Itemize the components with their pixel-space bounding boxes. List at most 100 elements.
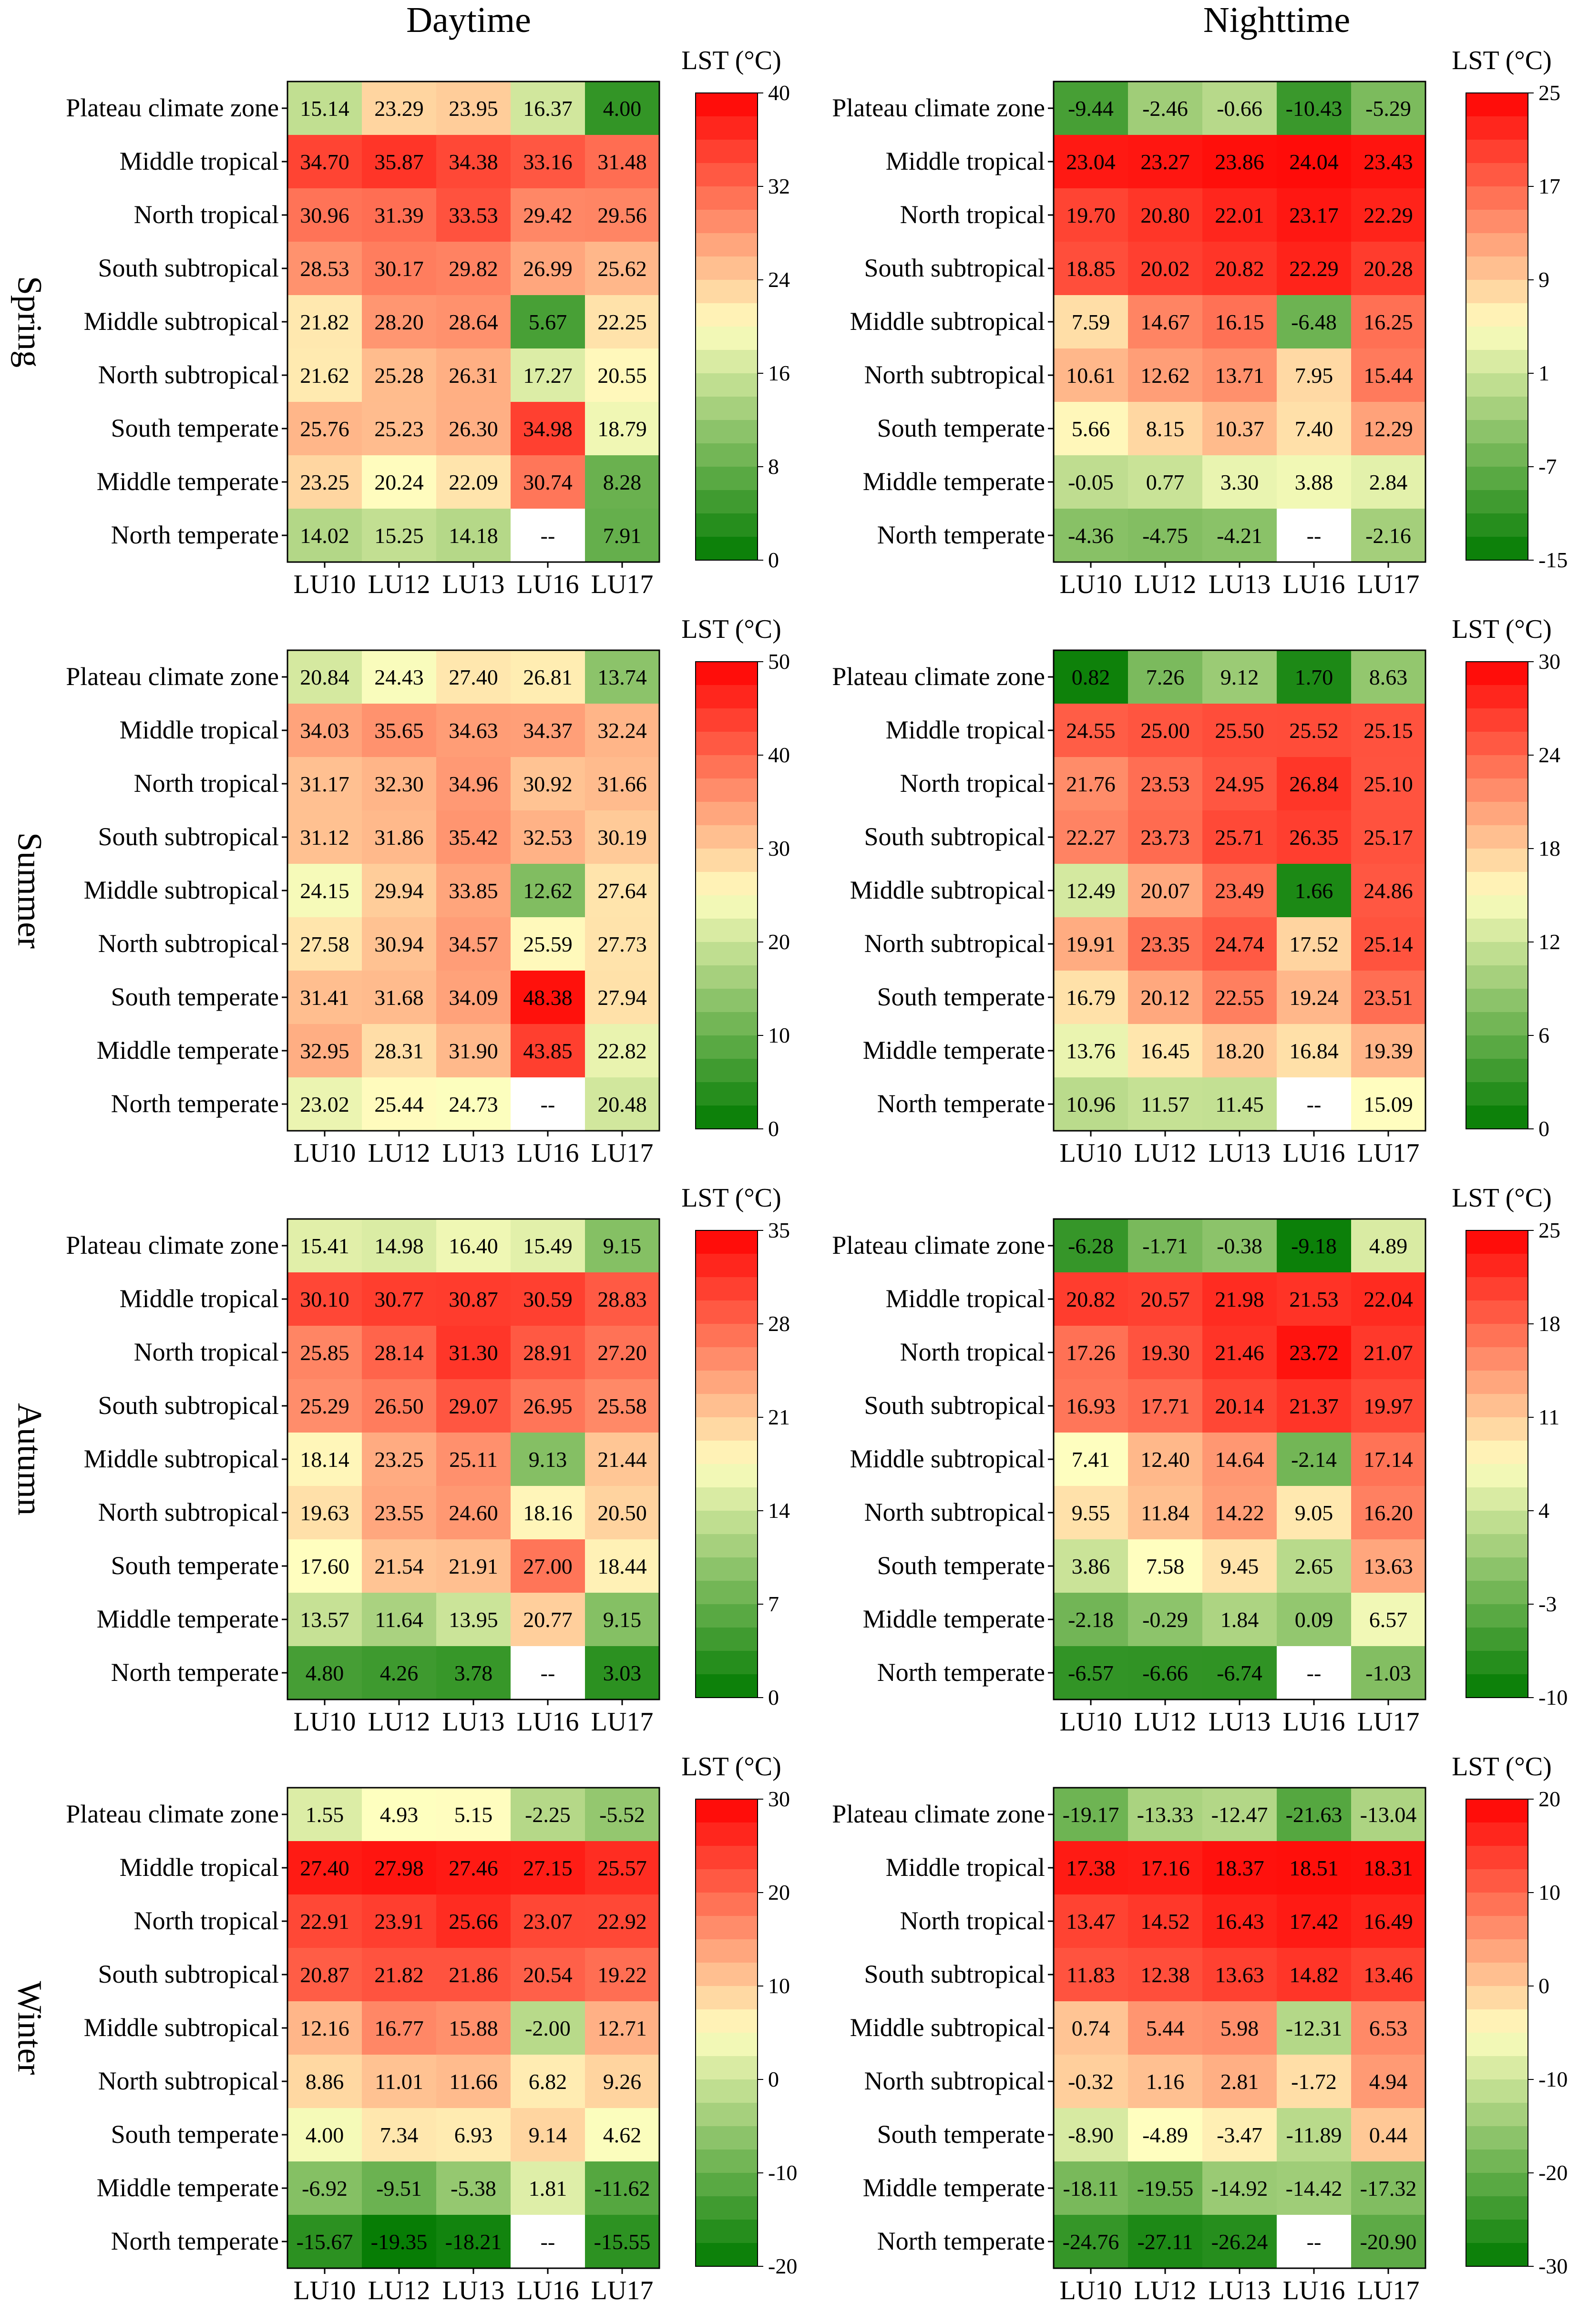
colorbar-segment (696, 1799, 758, 1823)
cell-value: -5.52 (599, 1802, 645, 1827)
heatmap-cell (1202, 509, 1277, 562)
cell-value: 15.44 (1363, 363, 1413, 388)
colorbar-segment (696, 1347, 758, 1371)
cell-value: 17.42 (1289, 1909, 1339, 1934)
cell-value: -- (541, 1092, 555, 1116)
colorbar-tick-label: 1 (1538, 361, 1549, 385)
cell-value: 0.09 (1295, 1607, 1333, 1632)
cell-value: 25.17 (1363, 825, 1413, 850)
cell-value: 27.00 (523, 1554, 573, 1578)
colorbar-segment (696, 186, 758, 210)
cell-value: -2.18 (1068, 1607, 1114, 1632)
colorbar-segment (696, 2033, 758, 2057)
autumn-nighttime-panel: -6.28 -1.71 -0.38 -9.18 4.89 20.82 20.57 21.98 2… (832, 1183, 1568, 1737)
heatmap-cell (1054, 1486, 1128, 1539)
heatmap-cell (1054, 1646, 1128, 1699)
heatmap-cell (362, 1433, 436, 1486)
heatmap-cell (1054, 650, 1128, 704)
cell-value: -11.89 (1286, 2123, 1342, 2147)
heatmap-cell (511, 757, 585, 810)
heatmap-cell (511, 1841, 585, 1894)
heatmap-cell (287, 1219, 362, 1272)
heatmap-cell (1351, 2108, 1425, 2161)
colorbar-segment (696, 2103, 758, 2127)
row-label-north-subtropical: North subtropical (864, 1498, 1045, 1526)
cell-value: 24.95 (1215, 772, 1264, 796)
colorbar-segment (696, 1300, 758, 1324)
heatmap-cell (511, 917, 585, 971)
heatmap-cell (1351, 864, 1425, 917)
heatmap-cell (362, 242, 436, 295)
heatmap-cell (1128, 2108, 1202, 2161)
cell-value: 27.98 (374, 1856, 424, 1880)
heatmap-cell (1202, 1948, 1277, 2001)
colorbar-segment (1466, 1324, 1528, 1348)
cell-value: 28.31 (374, 1039, 424, 1063)
heatmap-cell (1054, 1219, 1128, 1272)
row-label-middle-subtropical: Middle subtropical (850, 1444, 1045, 1473)
heatmap-cell (436, 1272, 511, 1326)
colorbar-segment (696, 490, 758, 514)
row-label-north-subtropical: North subtropical (98, 929, 279, 958)
cell-value: -6.57 (1068, 1661, 1114, 1685)
cell-value: 6.93 (454, 2123, 493, 2147)
heatmap-cell (1054, 1539, 1128, 1593)
heatmap-cell (1202, 1486, 1277, 1539)
heatmap-cell (436, 1894, 511, 1948)
heatmap-cell (1277, 2161, 1351, 2215)
cell-value: 28.83 (597, 1287, 647, 1311)
cell-value: 4.80 (306, 1661, 344, 1685)
cell-value: 20.87 (300, 1963, 349, 1987)
cell-value: -- (1307, 1092, 1322, 1116)
row-label-south-subtropical: South subtropical (98, 254, 279, 282)
heatmap-cell (1128, 704, 1202, 757)
colorbar-segment (1466, 755, 1528, 779)
colorbar-segment (696, 1254, 758, 1278)
row-label-middle-temperate: Middle temperate (97, 1605, 279, 1633)
colorbar-segment (696, 1869, 758, 1893)
heatmap-cell (1054, 455, 1128, 509)
heatmap-cell (511, 2215, 585, 2268)
cell-value: 7.91 (603, 523, 642, 548)
cell-value: -15.55 (594, 2230, 651, 2254)
heatmap-cell (511, 971, 585, 1024)
colorbar-segment (1466, 1277, 1528, 1301)
colorbar-segment (1466, 93, 1528, 117)
cell-value: 13.76 (1066, 1039, 1116, 1063)
colorbar-segment (696, 849, 758, 872)
colorbar-segment (696, 233, 758, 257)
heatmap-cell (1277, 650, 1351, 704)
row-label-south-temperate: South temperate (111, 414, 279, 442)
heatmap-cell (1351, 188, 1425, 242)
cell-value: 27.15 (523, 1856, 573, 1880)
cell-value: 18.20 (1215, 1039, 1264, 1063)
row-label-plateau-climate-zone: Plateau climate zone (832, 93, 1045, 122)
cell-value: 9.12 (1220, 665, 1259, 689)
heatmap-cell (511, 402, 585, 455)
heatmap-cell (1128, 1326, 1202, 1379)
cell-value: 20.12 (1140, 985, 1190, 1010)
heatmap-cell (362, 1077, 436, 1131)
heatmap-cell (1054, 2108, 1128, 2161)
heatmap-cell (511, 1593, 585, 1646)
cell-value: -2.25 (525, 1802, 571, 1827)
cell-value: 29.42 (523, 203, 573, 227)
cell-value: -- (541, 2230, 555, 2254)
cell-value: 28.91 (523, 1341, 573, 1365)
heatmap-cell (362, 1788, 436, 1841)
colorbar-segment (1466, 1581, 1528, 1605)
cell-value: 25.00 (1140, 718, 1190, 743)
heatmap-cell (1054, 348, 1128, 402)
colorbar-segment (696, 1581, 758, 1605)
cell-value: 30.94 (374, 932, 424, 956)
colorbar-segment (1466, 1986, 1528, 2010)
cell-value: -6.74 (1217, 1661, 1262, 1685)
cell-value: 29.56 (597, 203, 647, 227)
cell-value: 24.60 (449, 1501, 498, 1525)
heatmap-cell (1277, 1272, 1351, 1326)
heatmap-cell (287, 402, 362, 455)
heatmap-cell (1128, 1948, 1202, 2001)
heatmap-cell (511, 650, 585, 704)
heatmap-cell (1202, 1841, 1277, 1894)
cell-value: 1.55 (306, 1802, 344, 1827)
